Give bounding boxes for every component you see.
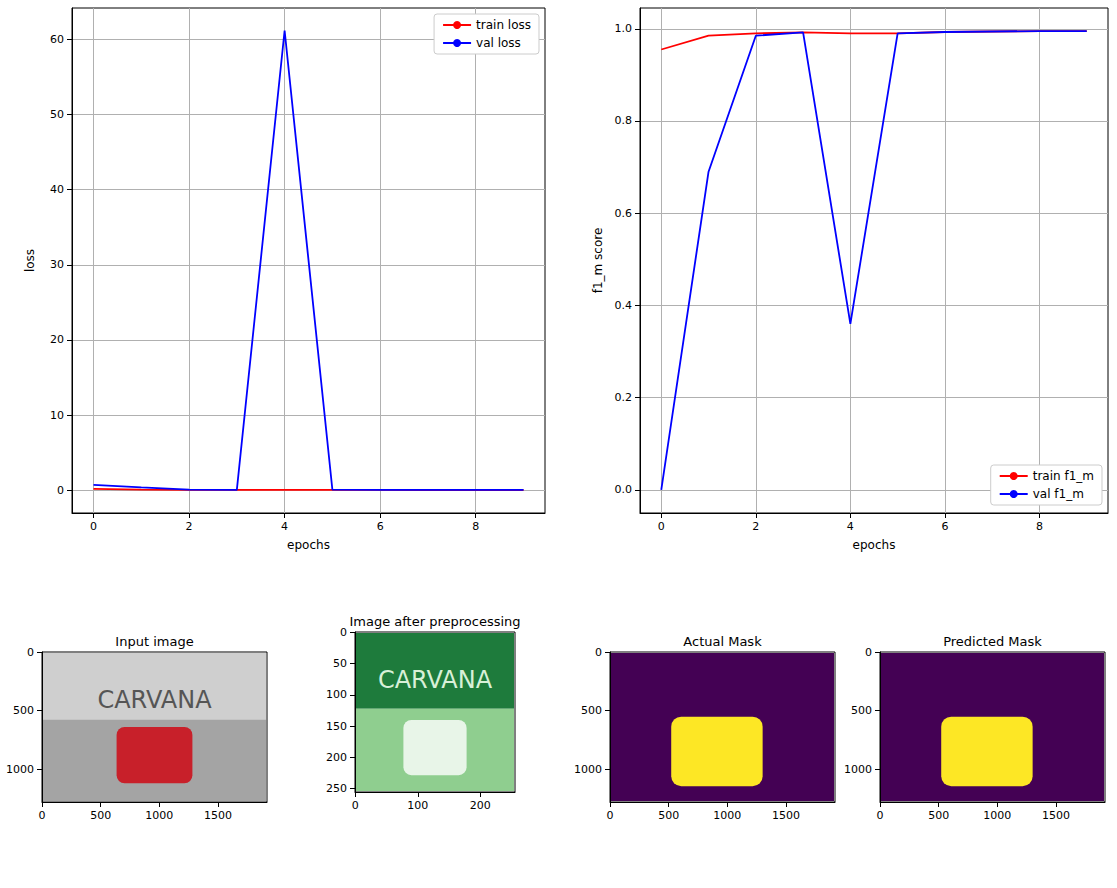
svg-text:20: 20: [50, 333, 64, 346]
svg-text:500: 500: [658, 809, 679, 822]
svg-text:1500: 1500: [204, 809, 232, 822]
svg-text:200: 200: [470, 799, 491, 812]
svg-text:Actual Mask: Actual Mask: [683, 634, 762, 649]
svg-text:1000: 1000: [145, 809, 173, 822]
svg-text:0: 0: [27, 646, 34, 659]
svg-text:0: 0: [865, 646, 872, 659]
svg-text:8: 8: [1036, 520, 1043, 533]
svg-text:150: 150: [326, 720, 347, 733]
svg-text:250: 250: [326, 782, 347, 795]
svg-text:0: 0: [39, 809, 46, 822]
svg-text:0.4: 0.4: [615, 299, 633, 312]
svg-text:CARVANA: CARVANA: [97, 686, 212, 714]
svg-text:100: 100: [326, 688, 347, 701]
svg-text:train loss: train loss: [476, 18, 531, 32]
svg-text:500: 500: [581, 704, 602, 717]
svg-text:train f1_m: train f1_m: [1033, 469, 1094, 483]
svg-text:8: 8: [472, 520, 479, 533]
svg-text:500: 500: [851, 704, 872, 717]
svg-text:1500: 1500: [1042, 809, 1070, 822]
svg-text:6: 6: [941, 520, 948, 533]
svg-text:0: 0: [595, 646, 602, 659]
svg-text:0: 0: [352, 799, 359, 812]
svg-text:1000: 1000: [6, 763, 34, 776]
svg-text:0.8: 0.8: [615, 114, 633, 127]
svg-text:2: 2: [752, 520, 759, 533]
svg-text:0: 0: [57, 484, 64, 497]
svg-text:val f1_m: val f1_m: [1033, 487, 1084, 501]
svg-text:1500: 1500: [772, 809, 800, 822]
svg-text:0: 0: [607, 809, 614, 822]
svg-text:50: 50: [50, 108, 64, 121]
svg-text:0: 0: [877, 809, 884, 822]
svg-text:CARVANA: CARVANA: [378, 666, 493, 694]
svg-text:40: 40: [50, 183, 64, 196]
svg-text:epochs: epochs: [853, 538, 896, 552]
svg-text:0.0: 0.0: [615, 483, 633, 496]
svg-text:1000: 1000: [844, 763, 872, 776]
svg-text:0.2: 0.2: [615, 391, 633, 404]
svg-text:100: 100: [407, 799, 428, 812]
svg-text:epochs: epochs: [287, 538, 330, 552]
svg-text:2: 2: [186, 520, 193, 533]
svg-text:50: 50: [333, 657, 347, 670]
svg-text:0.6: 0.6: [615, 207, 633, 220]
svg-text:60: 60: [50, 33, 64, 46]
svg-text:500: 500: [13, 704, 34, 717]
svg-text:Predicted Mask: Predicted Mask: [943, 634, 1042, 649]
svg-text:loss: loss: [23, 249, 37, 272]
svg-text:Image after preprocessing: Image after preprocessing: [349, 614, 520, 629]
svg-text:0: 0: [658, 520, 665, 533]
svg-text:1000: 1000: [713, 809, 741, 822]
svg-text:1000: 1000: [574, 763, 602, 776]
svg-text:30: 30: [50, 258, 64, 271]
svg-text:500: 500: [90, 809, 111, 822]
svg-text:500: 500: [928, 809, 949, 822]
svg-text:4: 4: [847, 520, 854, 533]
svg-text:Input image: Input image: [115, 634, 193, 649]
svg-text:1000: 1000: [983, 809, 1011, 822]
svg-text:1.0: 1.0: [615, 22, 633, 35]
svg-text:0: 0: [90, 520, 97, 533]
svg-text:200: 200: [326, 751, 347, 764]
svg-text:val loss: val loss: [476, 36, 521, 50]
svg-text:6: 6: [377, 520, 384, 533]
svg-text:0: 0: [340, 626, 347, 639]
svg-text:f1_m score: f1_m score: [591, 228, 605, 294]
svg-text:4: 4: [281, 520, 288, 533]
svg-text:10: 10: [50, 409, 64, 422]
